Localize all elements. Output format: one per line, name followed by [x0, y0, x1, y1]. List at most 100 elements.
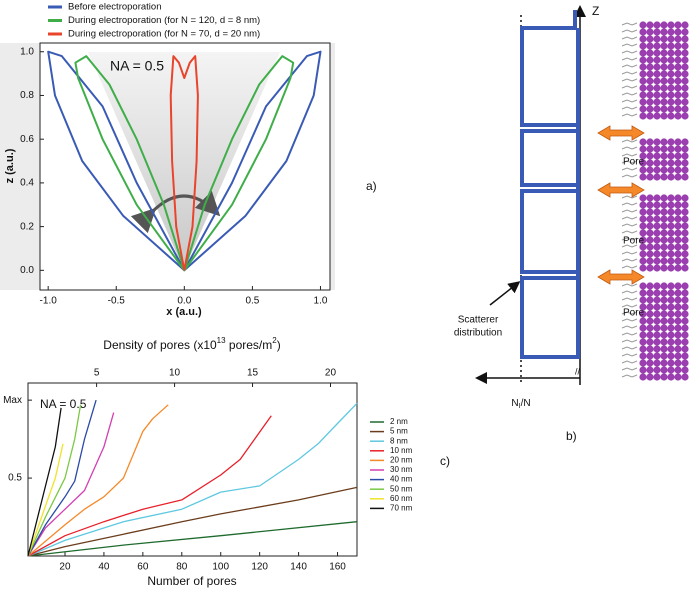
lipid-tail [621, 230, 638, 234]
lipid-head [653, 77, 661, 85]
lipid-head [681, 35, 689, 43]
legend-label: 5 nm [390, 427, 408, 436]
lipid-head [681, 138, 689, 146]
lipid-tail [621, 139, 638, 143]
legend-label: During electroporation (for N = 70, d = … [68, 29, 260, 40]
x-tick-label: 120 [251, 562, 268, 573]
lipid-tail [621, 43, 638, 47]
lipid-head [646, 56, 654, 64]
lipid-head [681, 56, 689, 64]
annotation: NA = 0.5 [40, 397, 87, 411]
lipid-head [646, 21, 654, 29]
lipid-head [674, 338, 682, 346]
lipid-tail [621, 64, 638, 68]
lipid-head [653, 324, 661, 332]
lipid-head [681, 236, 689, 244]
lipid-head [653, 282, 661, 290]
lipid-head [681, 42, 689, 50]
lipid-head [646, 243, 654, 251]
lipid-head [653, 303, 661, 311]
lipid-head [674, 331, 682, 339]
lipid-head [660, 21, 668, 29]
legend-label: 70 nm [390, 504, 413, 513]
lipid-head [674, 98, 682, 106]
diagram: // Scatterer distribution NI/N Z b) Pore… [454, 4, 689, 443]
lipid-head [681, 250, 689, 258]
lipid-tail [621, 339, 638, 343]
legend-label: 40 nm [390, 475, 413, 484]
lipid-head [639, 152, 647, 160]
scatterer-label: Scatterer [458, 315, 499, 326]
x-tick-label: 160 [329, 562, 346, 573]
lipid-head [660, 173, 668, 181]
lipid-head [639, 21, 647, 29]
lipid-head [660, 366, 668, 374]
lipid-tail [621, 99, 638, 103]
lipid-head [674, 236, 682, 244]
lipid-tail [621, 265, 638, 269]
lipid-head [660, 229, 668, 237]
pointer-arrow [489, 281, 521, 306]
lipid-head [667, 112, 675, 120]
lipid-head [674, 105, 682, 113]
lipid-head [653, 215, 661, 223]
lipid-head [667, 63, 675, 71]
lipid-tail [621, 113, 638, 117]
lipid-head [681, 352, 689, 360]
label-sup: 13 [217, 336, 226, 345]
lipid-head [681, 310, 689, 318]
lipid-head [646, 215, 654, 223]
lipid-head [639, 310, 647, 318]
lipid-head [660, 35, 668, 43]
x2-tick-label: 10 [169, 368, 181, 379]
lipid-head [674, 250, 682, 258]
lipid-head [646, 366, 654, 374]
lipid-head [646, 264, 654, 272]
lipid-head [681, 296, 689, 304]
lipid-tail [621, 216, 638, 220]
lipid-head [681, 366, 689, 374]
lipid-head [639, 91, 647, 99]
label-part: ) [277, 338, 281, 352]
lipid-head [660, 63, 668, 71]
lipid-tail [621, 311, 638, 315]
lipid-head [646, 159, 654, 167]
lipid-head [681, 98, 689, 106]
lipid-head [667, 84, 675, 92]
lipid-head [639, 282, 647, 290]
axis-break: // [575, 366, 581, 376]
lipid-head [674, 215, 682, 223]
lipid-head [660, 257, 668, 265]
lipid-head [674, 310, 682, 318]
lipid-head [660, 91, 668, 99]
lipid-head [674, 352, 682, 360]
lipid-head [646, 373, 654, 381]
lipid-head [674, 145, 682, 153]
lipid-head [667, 257, 675, 265]
lipid-head [660, 243, 668, 251]
lipid-head [660, 303, 668, 311]
lipid-tail [621, 290, 638, 294]
lipid-tail [621, 304, 638, 308]
lipid-head [646, 222, 654, 230]
lipid-head [667, 70, 675, 78]
lipid-tail [621, 160, 638, 164]
lipid-head [667, 159, 675, 167]
lipid-head [681, 159, 689, 167]
lipid-head [667, 21, 675, 29]
lipid-head [653, 208, 661, 216]
lipid-head [660, 345, 668, 353]
lipid-head [660, 105, 668, 113]
lipid-head [674, 70, 682, 78]
lipid-head [646, 310, 654, 318]
lipid-head [660, 359, 668, 367]
lipid-head [660, 215, 668, 223]
lipid-head [674, 166, 682, 174]
lipid-head [639, 236, 647, 244]
lipid-head [653, 229, 661, 237]
lipid-head [674, 159, 682, 167]
lipid-head [646, 152, 654, 160]
lipid-head [667, 49, 675, 57]
lipid-head [667, 194, 675, 202]
lipid-tail [621, 71, 638, 75]
